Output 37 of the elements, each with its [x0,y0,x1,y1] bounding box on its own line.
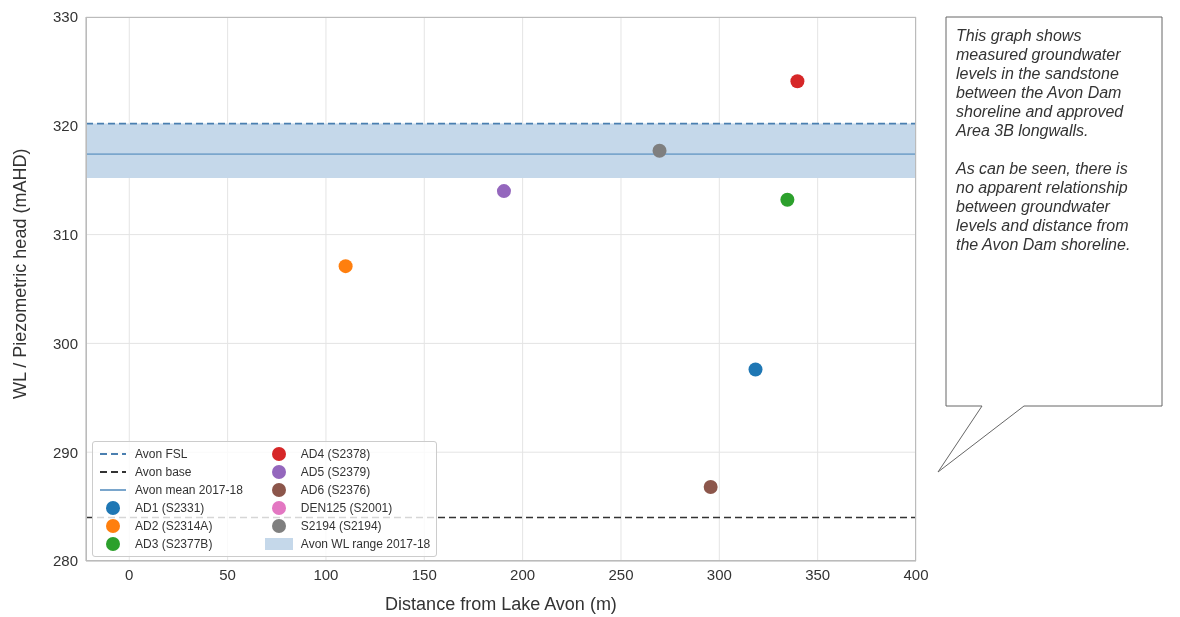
legend-label: Avon FSL [135,447,188,461]
x-axis-title: Distance from Lake Avon (m) [385,594,617,614]
point [748,362,763,377]
y-tick-label: 320 [52,117,78,135]
point [338,259,353,274]
legend-label: DEN125 (S2001) [300,501,393,515]
x-tick-label: 100 [313,565,339,583]
y-tick-label: 330 [52,8,78,26]
y-tick-label: 300 [52,334,78,352]
legend-label: AD1 (S2331) [135,501,205,515]
point [496,184,511,199]
legend-label: AD4 (S2378) [300,447,371,461]
x-tick-label: 0 [125,565,134,583]
legend-label: AD6 (S2376) [300,483,371,497]
x-tick-label: 250 [608,565,634,583]
y-tick-label: 310 [52,225,78,243]
point [652,143,667,158]
y-axis-title: WL / Piezometric head (mAHD) [10,148,31,399]
y-tick-label: 290 [52,443,78,461]
text: This graph shows measured groundwater levels in the sandstone between the Avon Dam shoreline and approved Area 3B longwalls. As can be seen, there is no apparent relationship between groundwater levels and distance from the Avon Dam shoreline. [956,27,1131,253]
legend-label: S2194 (S2194) [300,519,382,533]
x-tick-label: 400 [903,565,929,583]
x-tick-label: 150 [411,565,437,583]
point [790,74,805,89]
x-tick-label: 350 [805,565,831,583]
legend-label: Avon mean 2017-18 [135,483,243,497]
legend-label: AD3 (S2377B) [135,537,213,551]
legend-label: Avon base [135,465,192,479]
legend-label: AD2 (S2314A) [135,519,213,533]
x-tick-label: 50 [219,565,236,583]
point [780,192,795,207]
x-tick-label: 300 [706,565,732,583]
point [703,480,718,495]
x-tick-label: 200 [510,565,536,583]
legend-label: Avon WL range 2017-18 [300,537,431,551]
legend-label: AD5 (S2379) [300,465,371,479]
y-tick-label: 280 [52,552,78,570]
